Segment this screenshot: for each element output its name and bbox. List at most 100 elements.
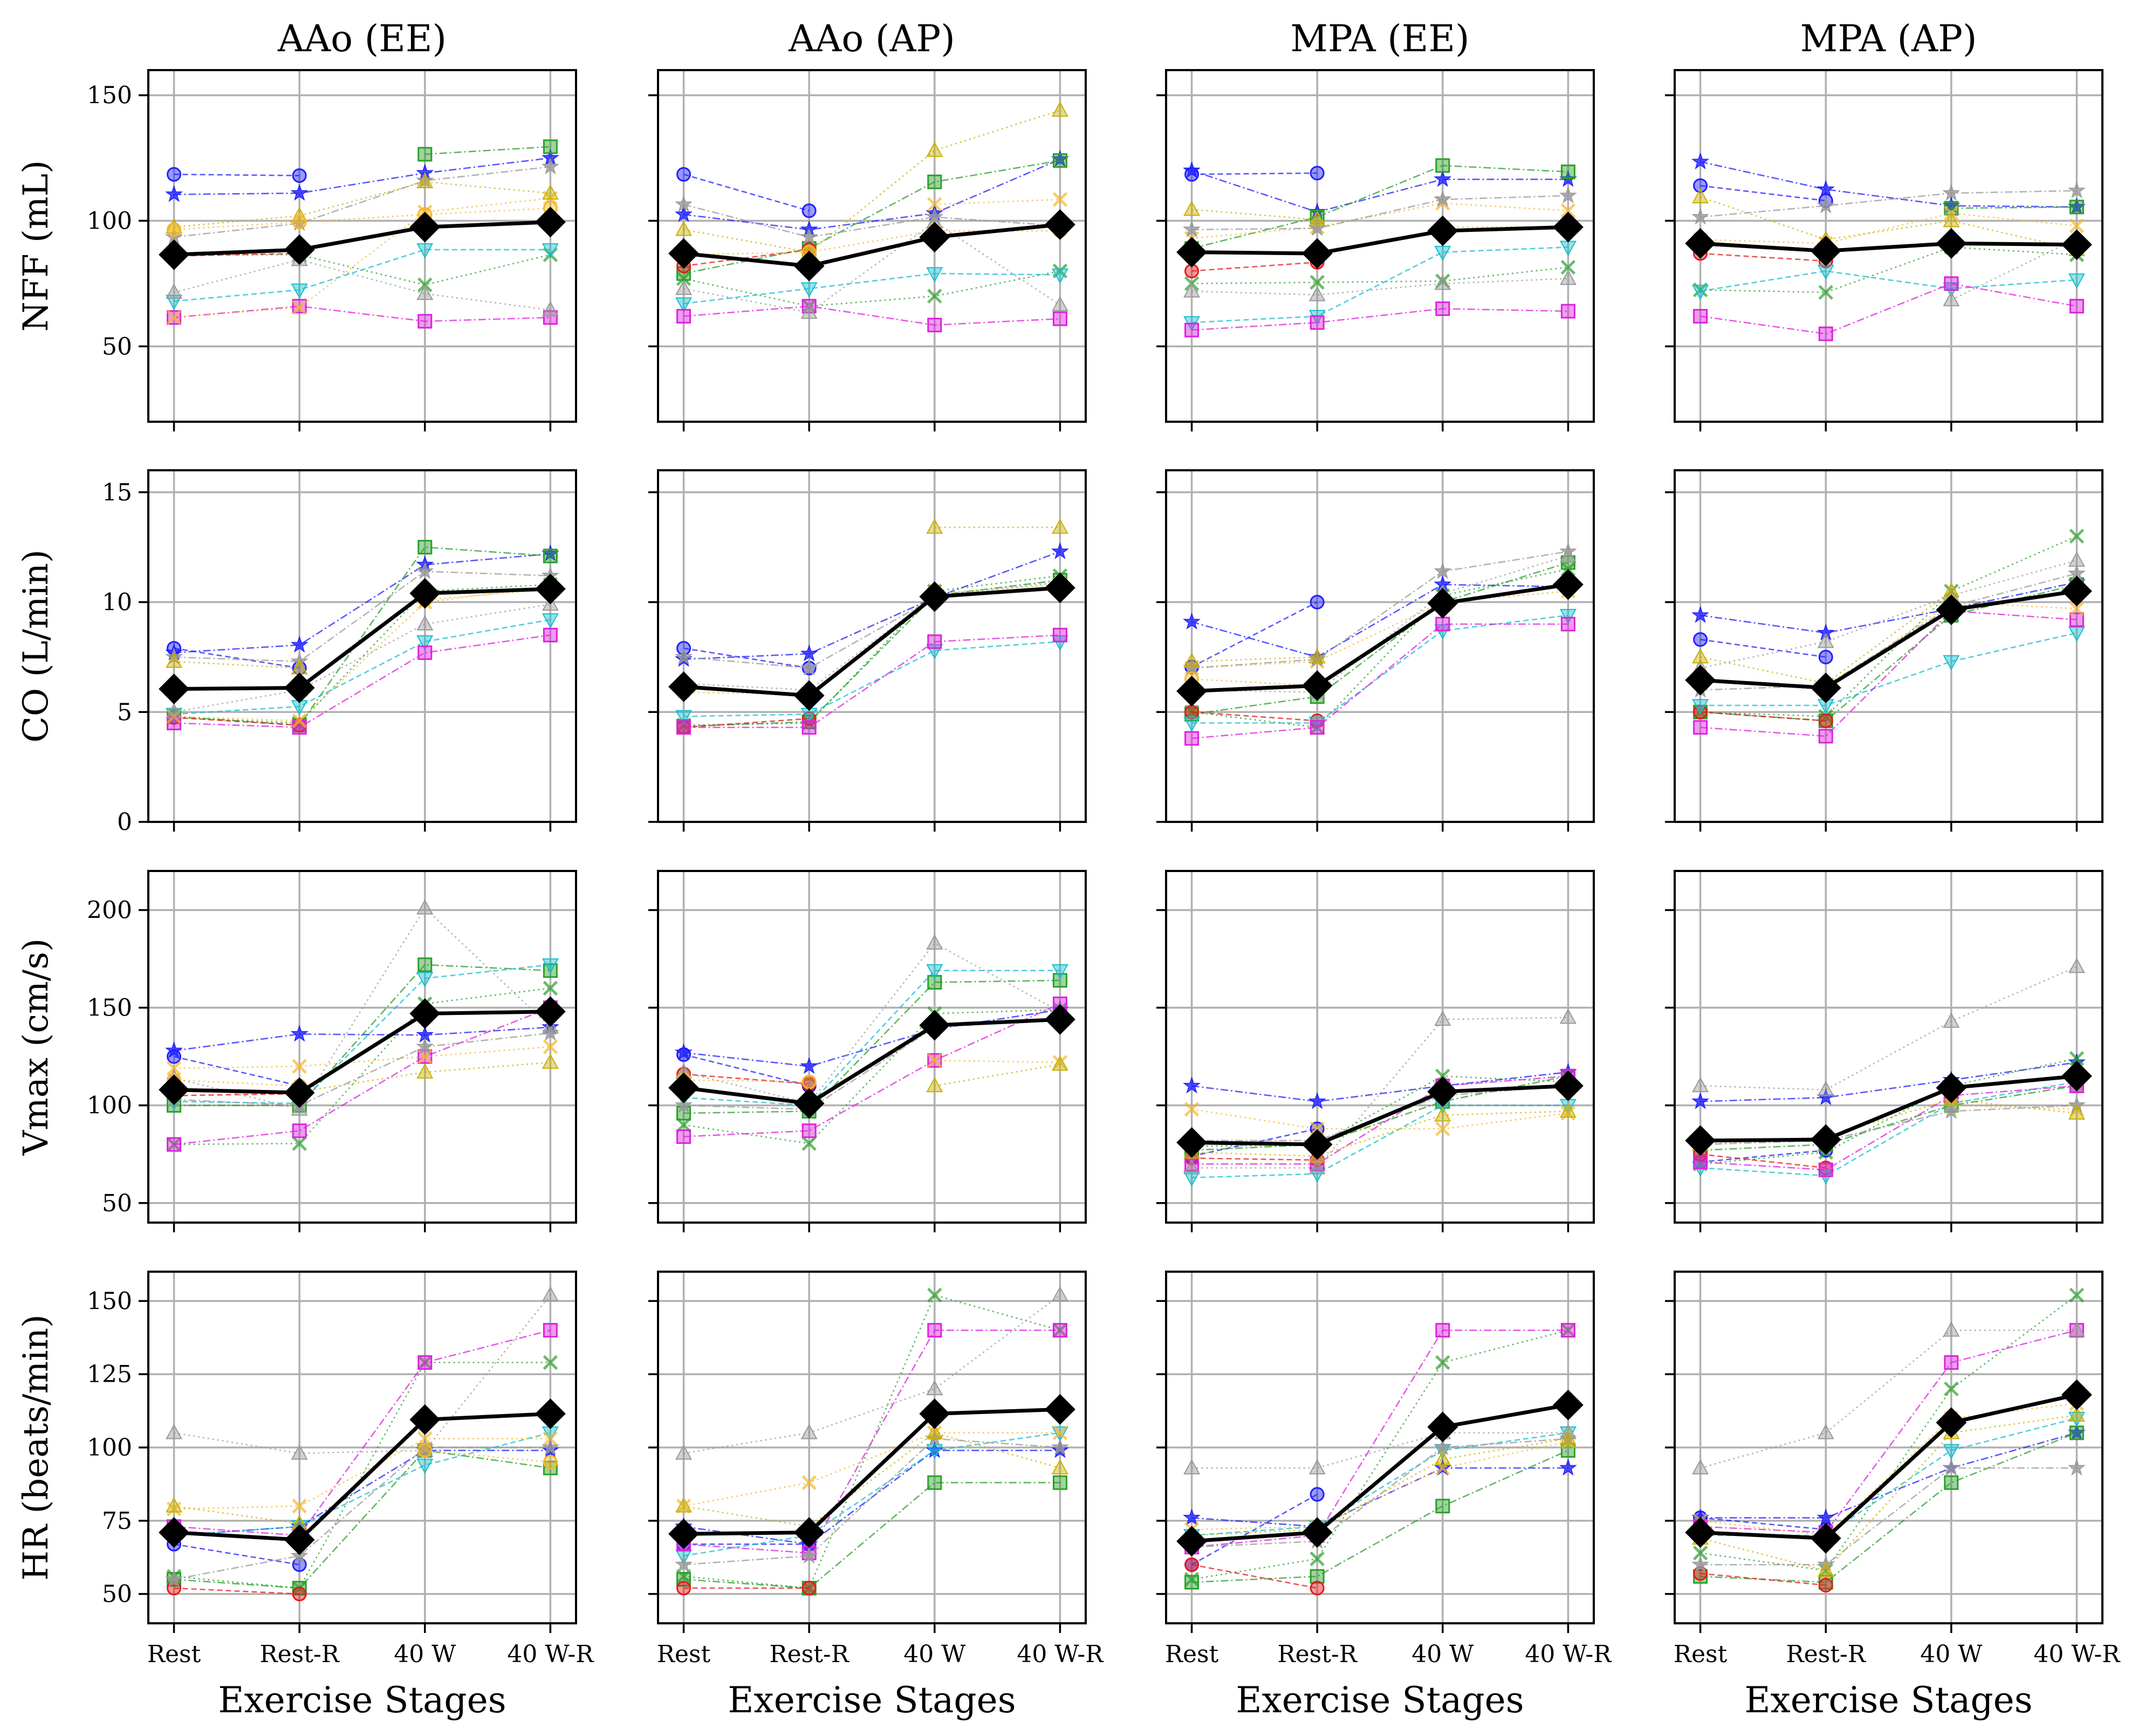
subject-line (1700, 246, 2077, 293)
subject-series (1183, 1458, 1577, 1534)
subject-line (1700, 1467, 2077, 1566)
subject-point (2068, 551, 2085, 567)
mean-point (1810, 1124, 1841, 1155)
subject-series (1692, 551, 2085, 675)
subject-point (927, 1287, 942, 1303)
subject-line (1700, 1058, 2077, 1165)
subject-point (1817, 623, 1835, 641)
subject-line (1191, 601, 1318, 668)
subject-point (542, 157, 559, 175)
x-axis-label: Exercise Stages (218, 1679, 506, 1721)
subject-point (167, 167, 182, 182)
subject-series (1692, 1075, 2085, 1185)
subject-line (1700, 639, 1826, 658)
subject-series (166, 1355, 558, 1596)
mean-point (1176, 1526, 1207, 1557)
subject-line (1700, 581, 2077, 634)
y-axis-label: NFF (mL) (16, 160, 56, 332)
subject-point (1817, 1508, 1835, 1526)
subject-point (1692, 285, 1709, 300)
subject-point (1051, 1055, 1068, 1071)
subject-point (1051, 542, 1069, 559)
subject-point (1693, 308, 1708, 324)
subject-point (801, 299, 817, 314)
subject-series (1693, 1425, 2084, 1590)
subject-series (417, 139, 558, 162)
subject-line (1700, 190, 2077, 218)
subject-point (800, 1056, 818, 1074)
subject-line (1700, 252, 1826, 262)
x-tick-label: Rest-R (1786, 1641, 1866, 1668)
subject-line (683, 634, 1060, 729)
subject-point (416, 243, 434, 259)
mean-series (1176, 569, 1584, 706)
subject-series (1184, 616, 1575, 746)
subject-line (1191, 590, 1568, 669)
subject-point (1560, 616, 1575, 632)
axes-frame (147, 69, 577, 423)
subject-point (542, 1053, 559, 1069)
subject-point (165, 1570, 183, 1587)
x-tick-label: Rest (657, 1641, 711, 1668)
subject-series (166, 1286, 559, 1460)
subject-point (1818, 713, 1833, 729)
y-axis-label: Vmax (cm/s) (16, 938, 56, 1156)
subject-series (167, 710, 307, 733)
subject-point (1692, 699, 1709, 715)
subject-point (675, 1497, 693, 1513)
subject-series (165, 1441, 559, 1543)
subject-line (683, 586, 1060, 669)
subject-point (1183, 1171, 1201, 1187)
y-tick-label: 10 (102, 589, 132, 616)
subject-point (1183, 220, 1201, 237)
subject-point (1944, 1475, 1959, 1490)
subject-series (1184, 1323, 1575, 1555)
subject-point (1184, 1102, 1200, 1117)
subject-line (683, 942, 1061, 1104)
subject-line (934, 1063, 1060, 1087)
subject-line (1700, 1104, 2077, 1145)
axes-frame (1674, 469, 2103, 823)
subject-series (166, 577, 558, 731)
subject-series (676, 1475, 1067, 1596)
subject-line (1700, 711, 1826, 722)
subject-point (1310, 720, 1325, 735)
subject-point (1308, 648, 1326, 664)
subject-point (1052, 153, 1067, 168)
subject-point (2068, 1321, 2085, 1337)
subplot-panel: 50 100 150 (87, 69, 577, 431)
subject-point (927, 318, 942, 333)
mean-line (1700, 1074, 2077, 1143)
subject-point (1310, 1551, 1325, 1567)
subject-point (927, 174, 942, 189)
subject-line (1191, 1075, 1568, 1165)
mean-point (284, 673, 315, 703)
subject-point (926, 518, 943, 534)
subject-point (675, 710, 693, 725)
x-tick-label: Rest-R (1277, 1641, 1358, 1668)
subject-point (675, 195, 693, 212)
subject-point (542, 613, 559, 629)
subject-point (166, 1061, 182, 1076)
mean-point (1045, 1394, 1075, 1425)
subject-line (174, 553, 551, 654)
mean-point (535, 573, 566, 605)
subject-line (1191, 1075, 1568, 1148)
subject-point (2068, 181, 2086, 198)
mean-series (668, 1394, 1075, 1549)
subject-line (683, 1054, 810, 1087)
subject-series (1691, 152, 2086, 215)
subject-series (1183, 575, 1577, 665)
subject-point (1183, 653, 1201, 668)
subject-point (1183, 1159, 1201, 1175)
subplot-panel (1156, 870, 1595, 1232)
subject-line (1700, 1153, 1826, 1169)
mean-line (683, 1407, 1060, 1536)
subject-point (1184, 323, 1200, 338)
subject-point (167, 222, 182, 237)
subject-series (167, 1049, 307, 1093)
subject-line (1700, 1432, 2077, 1519)
subject-point (1434, 575, 1452, 592)
subject-point (1434, 1010, 1451, 1026)
